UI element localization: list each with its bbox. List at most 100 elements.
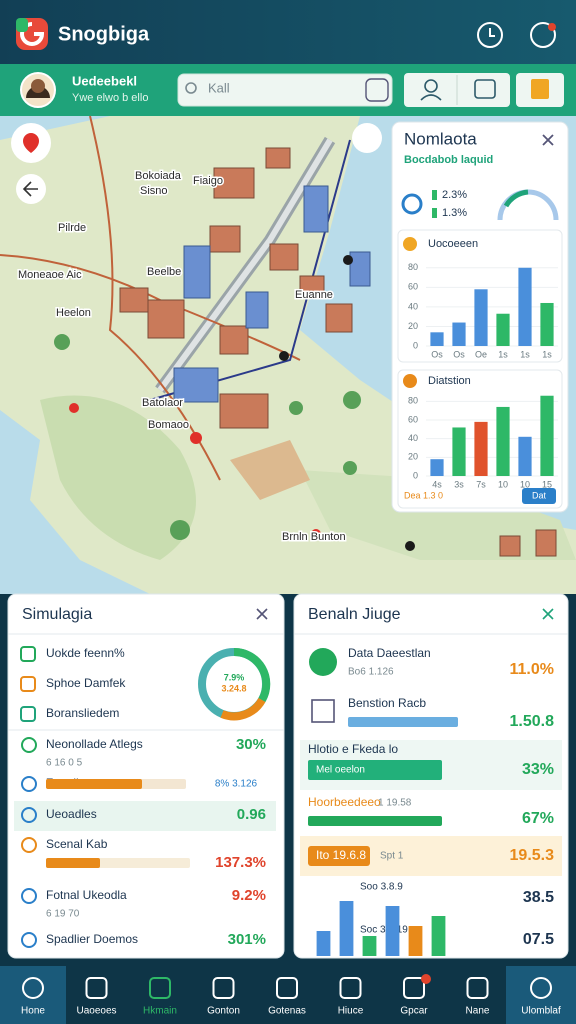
row-detail: 8% 3.126: [215, 779, 258, 790]
y-tick-label: 40: [408, 433, 418, 443]
bar: [496, 406, 510, 476]
stat-swatch: [432, 208, 437, 218]
y-tick-label: 0: [413, 470, 418, 480]
chart-icon: [403, 374, 417, 388]
mini-bar: [431, 916, 446, 956]
row-value: 07.5: [523, 931, 554, 948]
nav-icon[interactable]: [339, 977, 362, 999]
row-label[interactable]: Fotnal Ukeodla: [46, 888, 127, 902]
row-label[interactable]: Soo 3.8.9: [360, 882, 403, 893]
y-tick-label: 0: [413, 340, 418, 350]
compass-button[interactable]: [352, 123, 382, 153]
nav-icon[interactable]: [212, 977, 235, 999]
mini-bar: [385, 906, 400, 956]
row-label[interactable]: Benstion Racb: [348, 696, 426, 710]
nav-icon[interactable]: [403, 977, 425, 999]
bar: [452, 322, 466, 346]
app-title: Snogbiga: [58, 23, 150, 45]
row-value: 9.2%: [232, 887, 266, 904]
nav-label[interactable]: Gotenas: [268, 1006, 306, 1017]
row-value: 38.5: [523, 889, 554, 906]
row-label[interactable]: Neonollade Atlegs: [46, 737, 143, 751]
bar: [518, 436, 532, 476]
close-button[interactable]: [256, 608, 268, 620]
row-label[interactable]: Soc 3.3 19: [360, 925, 408, 936]
donut-segment: [220, 697, 266, 721]
row-detail: Bo6 1.126: [348, 667, 394, 678]
row-icon: [21, 776, 37, 792]
row-value: 19.5.3: [510, 847, 555, 864]
nav-label[interactable]: Gonton: [207, 1006, 240, 1017]
stat-value: 1.3%: [442, 207, 467, 219]
timer-icon[interactable]: [477, 22, 503, 48]
nav-icon[interactable]: [276, 977, 298, 999]
x-tick-label: 15: [542, 479, 552, 489]
bar: [474, 289, 488, 346]
bar: [430, 332, 444, 346]
row-value: 33%: [522, 761, 554, 778]
mini-bar: [339, 901, 354, 956]
nav-label[interactable]: Uaoeoes: [76, 1006, 116, 1017]
nav-label[interactable]: Nane: [466, 1006, 490, 1017]
nav-label[interactable]: Ulomblaf: [521, 1006, 561, 1017]
nav-label[interactable]: Hiuce: [338, 1006, 364, 1017]
row-label[interactable]: Data Daeestlan: [348, 646, 431, 660]
nav-active: [0, 966, 66, 1024]
panel-title: Simulagia: [22, 606, 92, 623]
row-label[interactable]: Scenal Kab: [46, 837, 108, 851]
mini-bar: [408, 926, 423, 956]
close-button[interactable]: [542, 134, 554, 146]
mini-bar: [316, 931, 331, 956]
y-tick-label: 20: [408, 321, 418, 331]
nav-active: [506, 966, 576, 1024]
y-tick-label: 60: [408, 414, 418, 424]
row-label[interactable]: Hoorbeedeeo: [308, 795, 381, 809]
search-box[interactable]: [177, 73, 393, 107]
bar: [452, 427, 466, 476]
nav-icon[interactable]: [149, 977, 171, 999]
row-label[interactable]: Ito 19.6.8: [316, 848, 366, 862]
item-label[interactable]: Sphoe Damfek: [46, 676, 126, 690]
report-tool[interactable]: [474, 79, 496, 99]
panel-subtitle: Bocdabob laquid: [404, 154, 493, 166]
nav-icon[interactable]: [22, 977, 44, 999]
user-tool[interactable]: [424, 79, 438, 93]
map-pin-icon: [23, 133, 39, 153]
nav-icon[interactable]: [85, 977, 108, 999]
item-label[interactable]: Boransliedem: [46, 706, 119, 720]
row-badge: [309, 648, 337, 676]
x-tick-label: 10: [498, 479, 508, 489]
nav-badge: [421, 974, 431, 984]
close-button[interactable]: [542, 608, 554, 620]
nav-label[interactable]: Hkmain: [143, 1006, 177, 1017]
row-detail: 6 19 70: [46, 909, 80, 920]
item-label[interactable]: Uokde feenn%: [46, 646, 125, 660]
row-label[interactable]: Spadlier Doemos: [46, 932, 138, 946]
nav-label[interactable]: Gpcar: [400, 1006, 428, 1017]
row-button[interactable]: [308, 846, 370, 866]
chart-title: Diatstion: [428, 375, 471, 387]
search-action[interactable]: [365, 78, 389, 102]
map-label: Batolaor: [142, 397, 183, 409]
nav-icon[interactable]: [466, 977, 489, 999]
user-tool-body: [420, 94, 442, 101]
chart-title: Uocoeeen: [428, 238, 478, 250]
row-value: 301%: [228, 931, 266, 948]
row-label[interactable]: Ueoadles: [46, 807, 97, 821]
map-label: Moneaoe Aic: [18, 269, 82, 281]
donut-label: 7.9%: [224, 672, 245, 682]
locate-icon: [22, 181, 38, 197]
stat-value: 2.3%: [442, 189, 467, 201]
settings-icon[interactable]: [530, 22, 556, 48]
bar: [540, 395, 554, 476]
panel-title: Benaln Jiuge: [308, 606, 401, 623]
nav-label[interactable]: Hone: [21, 1006, 45, 1017]
panel-button[interactable]: [522, 488, 556, 504]
panel-button-label[interactable]: Dat: [532, 490, 547, 500]
nav-icon[interactable]: [530, 977, 552, 999]
search-placeholder: Kall: [208, 80, 230, 95]
map-label: Brnln Bunton: [282, 531, 346, 543]
row-label[interactable]: Hlotio e Fkeda lo: [308, 742, 398, 756]
